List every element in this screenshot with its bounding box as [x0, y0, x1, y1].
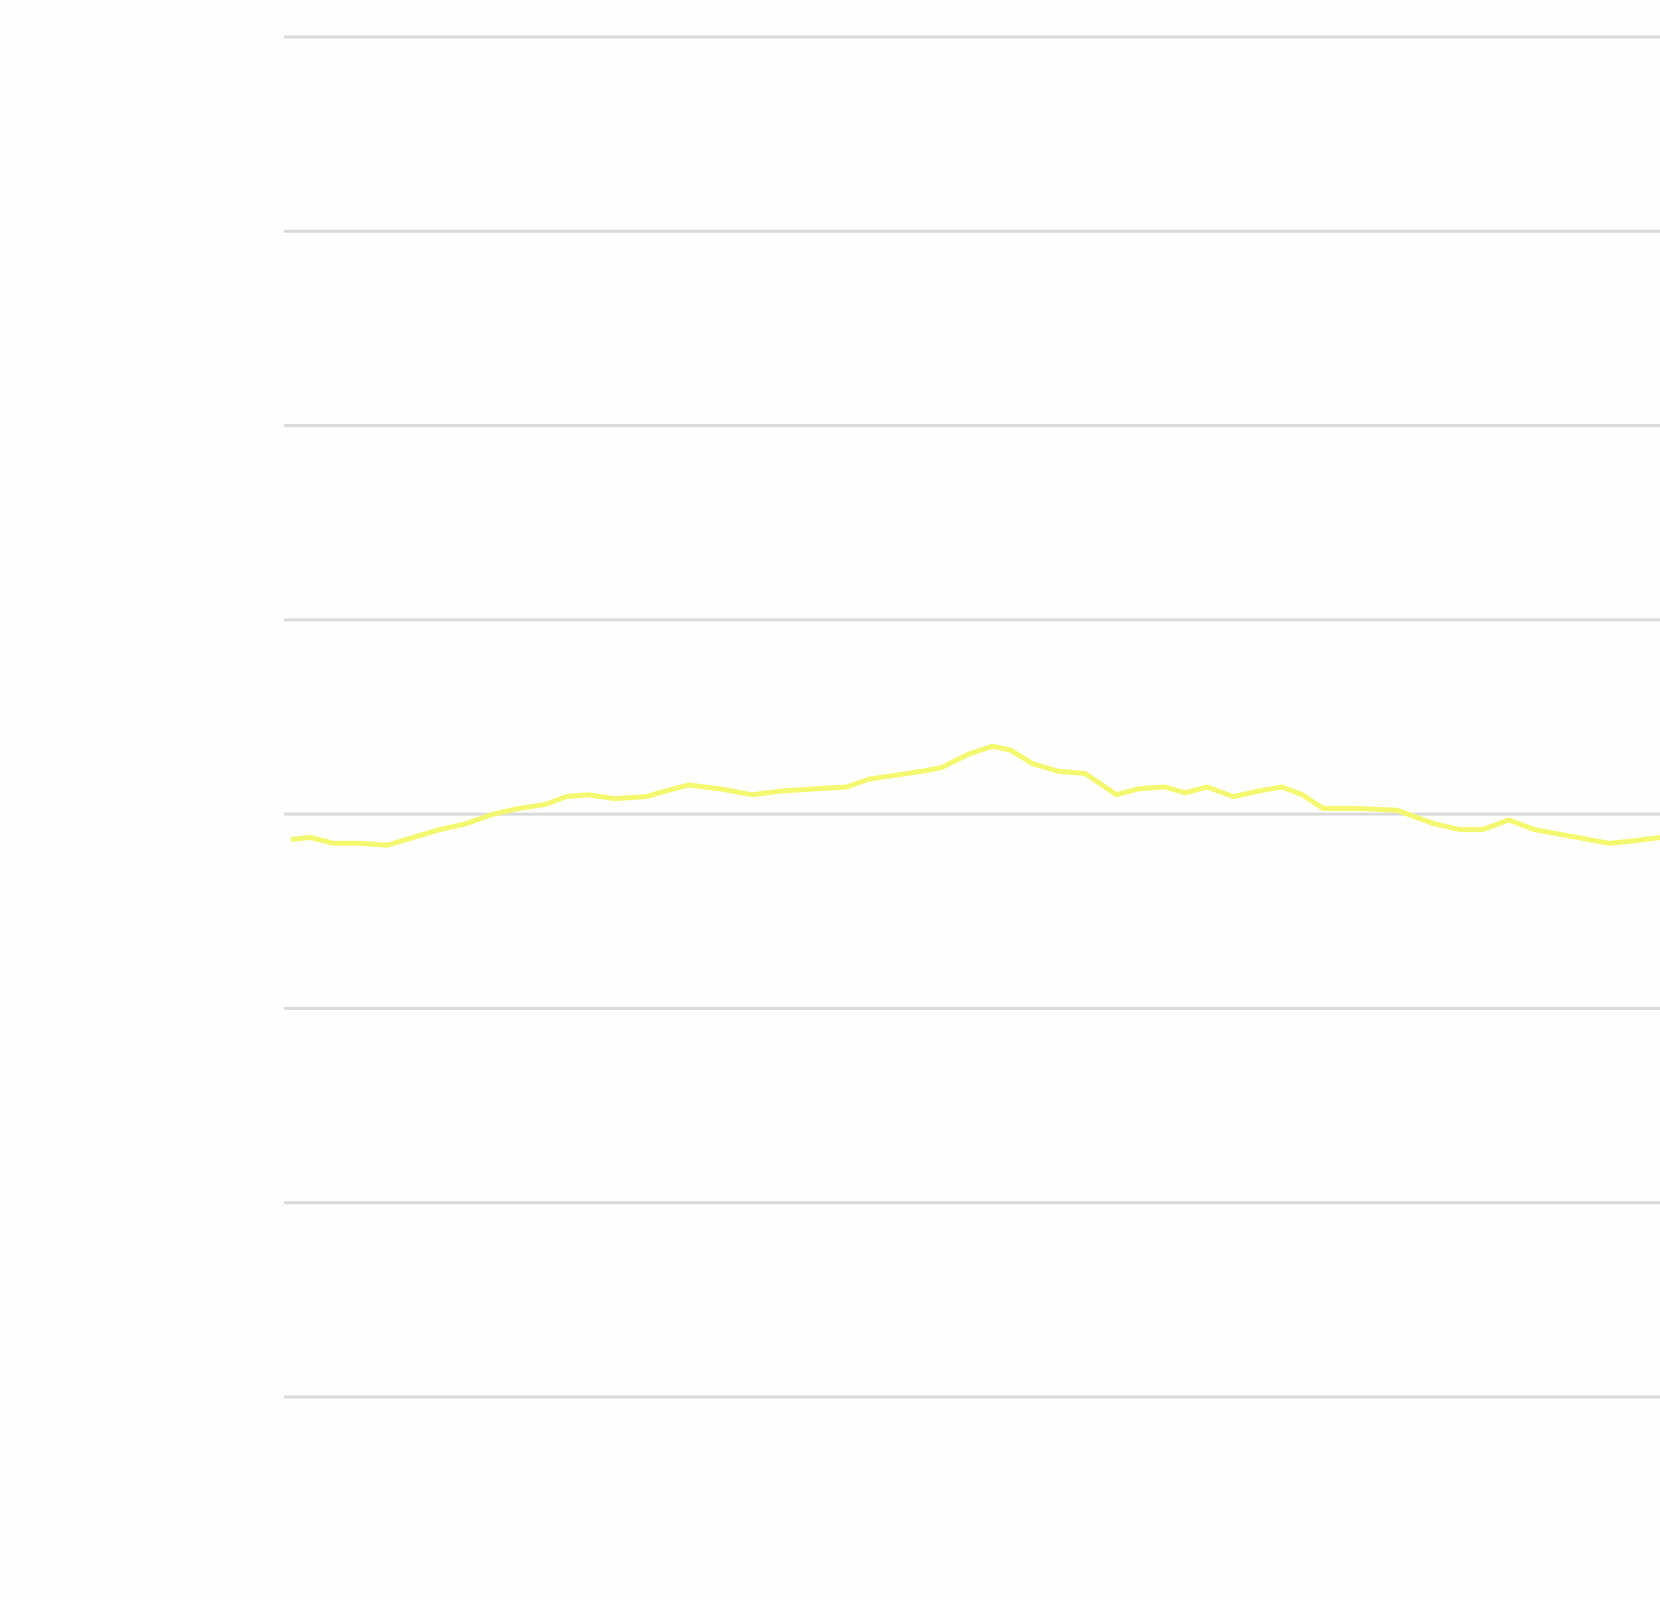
- line-series: [290, 743, 1660, 848]
